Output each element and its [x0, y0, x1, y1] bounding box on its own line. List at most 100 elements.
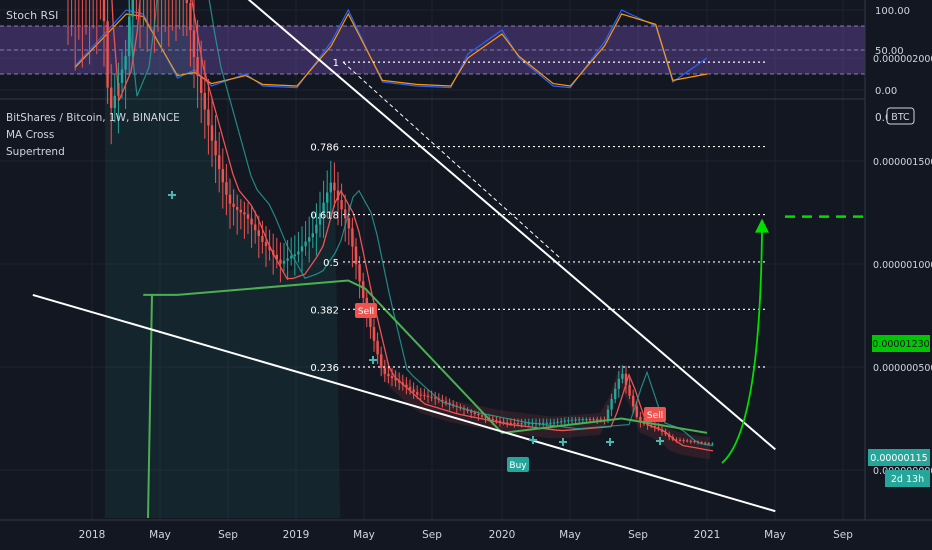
trendline-lower[interactable]	[32, 293, 776, 513]
time-tick-label: 2021	[694, 529, 721, 541]
candle-body	[495, 419, 498, 421]
candle-body	[700, 442, 703, 444]
candle-body	[516, 423, 520, 425]
breakout-arrow[interactable]	[721, 230, 763, 464]
candle-body	[628, 384, 631, 396]
price-tick-label: 0.0000020000	[873, 54, 932, 65]
sell-signal-1[interactable]: Sell	[355, 303, 377, 318]
candle-body	[257, 230, 260, 236]
time-axis[interactable]: 2018 May Sep 2019 May Sep 2020 May Sep 2021 May Sep	[0, 519, 932, 541]
candle-body	[369, 313, 372, 328]
candle-body	[585, 419, 588, 421]
ma-cross-markers	[168, 191, 664, 446]
supertrend-line	[143, 279, 708, 519]
candle-body	[653, 426, 656, 428]
candle-body	[477, 413, 480, 416]
price-tick-label: 0.0000005000	[873, 363, 932, 374]
candle-body	[261, 235, 264, 242]
fib-level-label: 0.786	[310, 143, 339, 154]
fib-level-label: 0.382	[310, 305, 339, 316]
candle-body	[570, 419, 574, 421]
buy-signal[interactable]: Buy	[507, 457, 529, 472]
stoch-overbought-band	[0, 26, 865, 74]
supertrend-label[interactable]: Supertrend	[6, 146, 65, 158]
downtrend-fill	[350, 212, 710, 460]
candle-body	[527, 423, 530, 425]
candle-body	[506, 422, 509, 424]
candle-body	[228, 194, 232, 204]
sell-label: Sell	[647, 411, 663, 421]
candle-body	[128, 16, 131, 57]
candle-body	[372, 327, 376, 341]
time-axis-ticks: 2018 May Sep 2019 May Sep 2020 May Sep 2021 May Sep	[79, 529, 854, 541]
price-tick-label: 0.0000010000	[873, 260, 932, 271]
candle-body	[275, 254, 278, 260]
candle-body	[221, 169, 224, 183]
candle-body	[423, 395, 426, 397]
candle-body	[329, 182, 332, 193]
candle-body	[279, 259, 282, 264]
price-axis-ticks: 0.00000300000.00000250000.00000200000.00…	[873, 54, 932, 477]
candle-body	[563, 420, 566, 422]
candle-body	[246, 214, 250, 219]
candle-body	[621, 373, 624, 379]
candle-body	[282, 260, 286, 264]
target-price-badge: 0.00001230	[872, 335, 930, 352]
candle-body	[502, 421, 505, 423]
candle-body	[441, 399, 444, 402]
candle-body	[707, 443, 710, 445]
candle-body	[358, 264, 361, 282]
candle-body	[596, 419, 599, 421]
uptrend-fill	[105, 0, 340, 518]
candle-body	[520, 423, 523, 425]
candle-body	[578, 419, 581, 421]
candle-body	[318, 213, 322, 225]
price-axis[interactable]: 100.0050.000.00 0.00000300000.0000025000…	[864, 0, 932, 520]
sell-signal-2[interactable]: Sell	[644, 407, 666, 422]
candle-body	[106, 21, 109, 88]
candle-body	[632, 395, 635, 407]
currency-badge[interactable]: BTC	[886, 107, 915, 125]
stoch-axis-ticks: 100.00 50.00 0.00	[875, 6, 910, 97]
candle-body	[315, 224, 318, 234]
time-tick-label: May	[764, 529, 786, 541]
time-tick-label: Sep	[422, 529, 442, 541]
fib-level-label: 0.618	[310, 211, 339, 222]
candle-body	[243, 212, 246, 215]
candle-body	[491, 418, 494, 420]
candle-body	[203, 92, 206, 110]
stoch-rsi-panel: Stoch RSI	[0, 8, 865, 89]
candle-body	[347, 218, 350, 229]
trendline-upper[interactable]	[160, 0, 776, 451]
candle-body	[678, 439, 682, 441]
time-tick-label: Sep	[833, 529, 853, 541]
candle-body	[473, 412, 476, 414]
ma-cross-label[interactable]: MA Cross	[6, 129, 54, 141]
time-tick-label: 2020	[489, 529, 516, 541]
time-tick-label: 2018	[79, 529, 106, 541]
candle-body	[581, 419, 584, 421]
candle-body	[354, 246, 358, 265]
fib-level-label: 1	[333, 58, 339, 69]
candle-body	[300, 246, 304, 252]
candle-body	[250, 218, 253, 225]
time-tick-label: May	[353, 529, 375, 541]
candle-body	[380, 354, 383, 368]
candle-body	[664, 431, 667, 435]
candle-body	[218, 155, 221, 170]
candle-body	[326, 192, 329, 203]
stoch-tick-label: 100.00	[875, 6, 910, 17]
candle-body	[430, 396, 433, 398]
candle-body	[484, 416, 487, 418]
candle-body	[189, 3, 192, 31]
candle-body	[689, 440, 692, 442]
ma-slow-line	[128, 0, 714, 447]
candle-body	[412, 389, 415, 393]
fib-level-label: 0.236	[310, 363, 339, 374]
candle-body	[394, 378, 397, 381]
candle-body	[574, 419, 577, 421]
candle-body	[675, 439, 678, 441]
